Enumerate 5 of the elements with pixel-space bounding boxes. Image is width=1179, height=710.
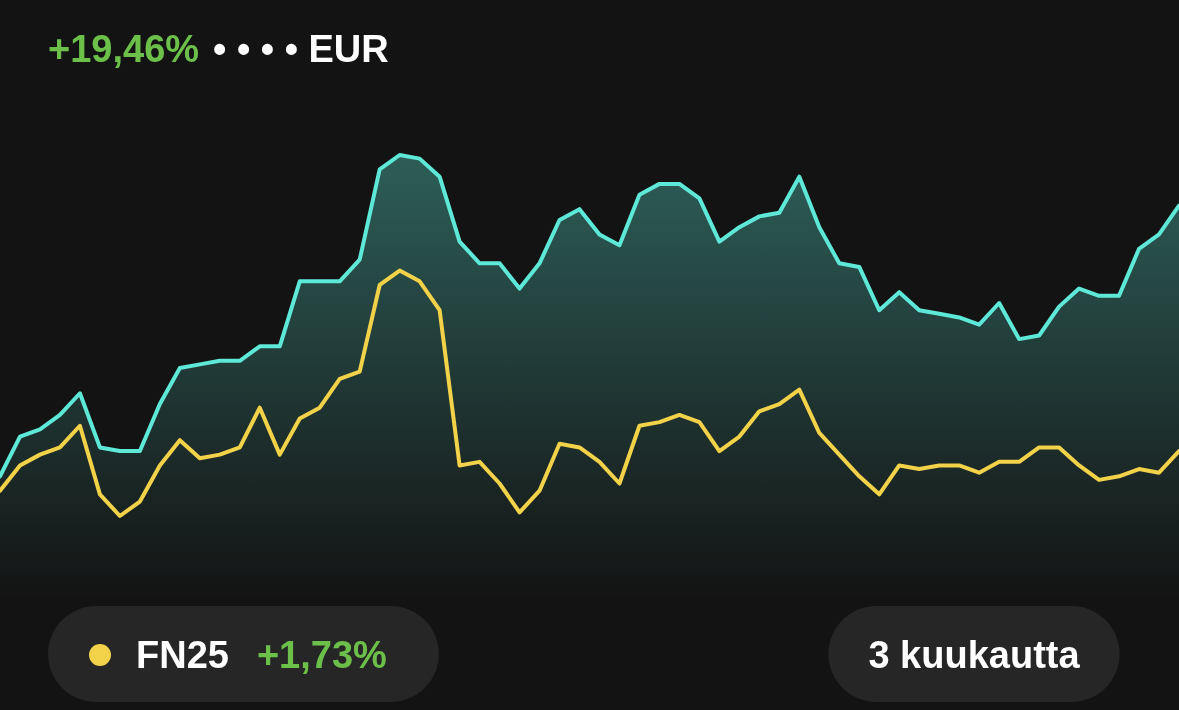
text: +19,46% <box>48 28 200 70</box>
text: +1,73% <box>256 634 387 676</box>
text: • • • • EUR <box>213 28 389 70</box>
text: 3 kuukautta <box>868 634 1081 676</box>
legend-label: FN25 <box>136 634 229 676</box>
